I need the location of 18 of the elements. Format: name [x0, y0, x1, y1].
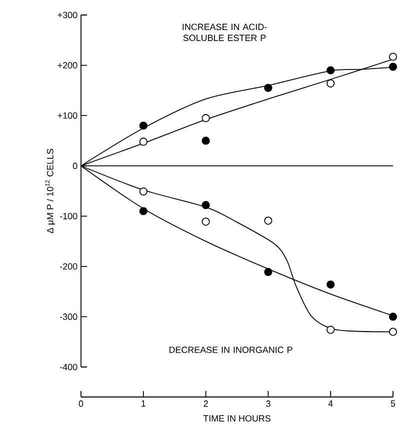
x-tick-label: 3	[266, 400, 270, 407]
y-tick-label: +300	[58, 12, 78, 18]
x-tick-label: 1	[142, 400, 146, 407]
x-tick-label: 5	[390, 400, 396, 407]
y-axis-title: Δ μM P / 10$^{12}$ CELLS	[45, 148, 55, 234]
x-tick-label: 0	[78, 400, 84, 407]
y-tick-label: -100	[60, 212, 78, 220]
y-tick-label: -300	[60, 314, 78, 320]
y-tick-label: +100	[58, 112, 78, 119]
y-tick-label: 0	[72, 162, 78, 170]
y-tick-label: -200	[60, 263, 78, 270]
annotation: DECREASE IN INORGANIC P	[169, 346, 292, 354]
annotation: INCREASE IN ACID-SOLUBLE ESTER P	[182, 24, 267, 42]
x-axis-title: TIME IN HOURS	[203, 415, 270, 422]
y-tick-label: +200	[58, 62, 78, 68]
y-tick-label: -400	[60, 364, 78, 370]
x-tick-label: 2	[204, 400, 208, 407]
x-tick-label: 4	[328, 400, 333, 407]
